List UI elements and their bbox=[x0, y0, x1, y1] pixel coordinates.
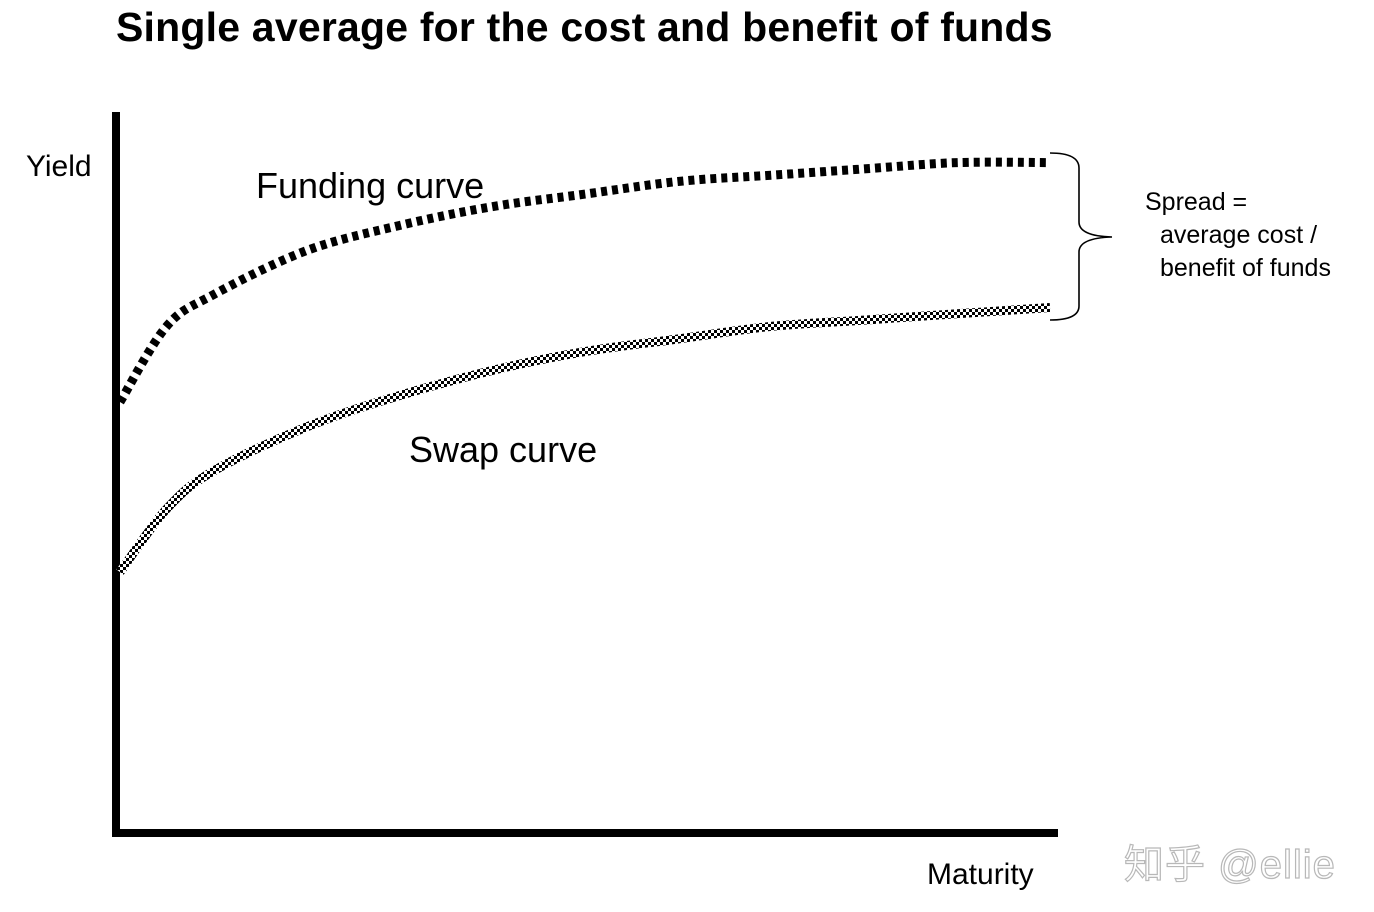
spread-line-2: average cost / bbox=[1160, 221, 1318, 249]
funding-curve-line bbox=[116, 157, 1051, 405]
swap-curve-line bbox=[116, 303, 1051, 575]
spread-annotation: Spread = average cost / benefit of funds bbox=[1145, 186, 1331, 285]
watermark: 知乎 @ellie bbox=[1123, 842, 1336, 887]
spread-brace bbox=[1049, 152, 1113, 321]
y-axis-label: Yield bbox=[26, 150, 92, 183]
funding-curve-label: Funding curve bbox=[256, 165, 485, 206]
chart-title: Single average for the cost and benefit … bbox=[116, 4, 1053, 50]
spread-line-1: Spread = bbox=[1145, 188, 1248, 216]
x-axis-label: Maturity bbox=[927, 858, 1034, 891]
swap-curve-label: Swap curve bbox=[409, 429, 598, 470]
spread-line-3: benefit of funds bbox=[1160, 254, 1331, 282]
